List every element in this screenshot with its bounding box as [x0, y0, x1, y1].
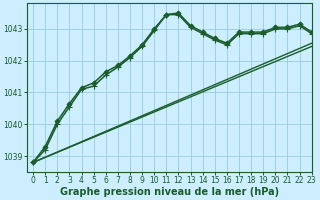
X-axis label: Graphe pression niveau de la mer (hPa): Graphe pression niveau de la mer (hPa) — [60, 187, 279, 197]
